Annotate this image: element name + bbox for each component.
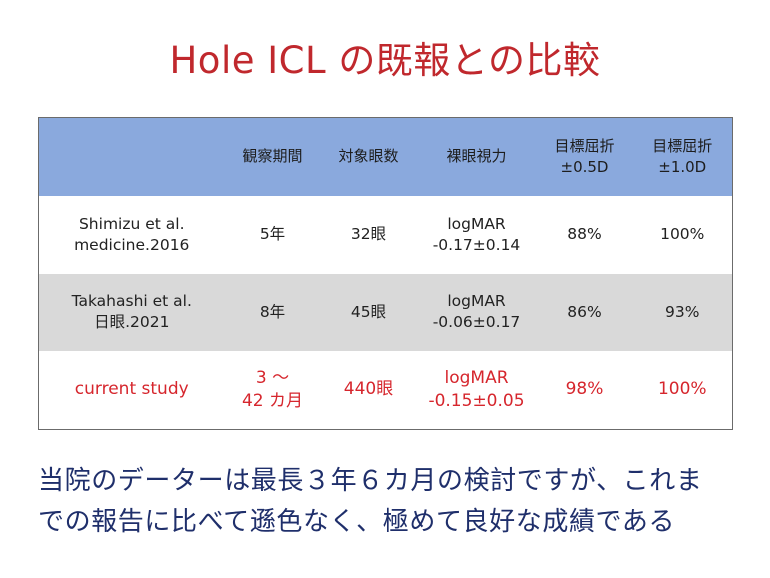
- study-cell: Takahashi et al. 日眼.2021: [71, 292, 192, 331]
- within-10d-cell: 93%: [665, 302, 700, 321]
- ucva-cell: logMAR -0.15±0.05: [428, 367, 525, 411]
- header-cell-empty: [39, 118, 225, 196]
- table-row: Takahashi et al. 日眼.2021 8年 45眼 logMAR -0.…: [38, 273, 733, 351]
- header-target-refraction-05: 目標屈折 ±0.5D: [554, 136, 615, 176]
- ucva-cell: logMAR -0.17±0.14: [432, 214, 521, 254]
- summary-line: 当院のデーターは最長３年６カ月の検討ですが、これま: [38, 466, 703, 496]
- header-eye-count: 対象眼数: [338, 147, 399, 166]
- study-cell: Shimizu et al. medicine.2016: [74, 214, 190, 254]
- period-cell: 8年: [259, 302, 286, 321]
- table-header-row: 観察期間 対象眼数 裸眼視力 目標屈折 ±0.5D 目標屈折 ±1.0D: [38, 117, 733, 196]
- eyes-cell: 32眼: [350, 225, 387, 243]
- slide-title: Hole ICL の既報との比較: [169, 39, 601, 82]
- within-05d-cell: 98%: [565, 379, 604, 400]
- eyes-cell: 440眼: [343, 379, 394, 400]
- header-target-refraction-10: 目標屈折 ±1.0D: [652, 136, 713, 176]
- period-cell: 5年: [259, 225, 286, 243]
- eyes-cell: 45眼: [350, 302, 387, 321]
- within-10d-cell: 100%: [657, 379, 707, 400]
- within-05d-cell: 88%: [567, 225, 602, 243]
- summary-line: での報告に比べて遜色なく、極めて良好な成績である: [38, 507, 676, 537]
- table-row: Shimizu et al. medicine.2016 5年 32眼 logMA…: [38, 195, 733, 274]
- ucva-cell: logMAR -0.06±0.17: [432, 292, 521, 331]
- comparison-table: 観察期間 対象眼数 裸眼視力 目標屈折 ±0.5D 目標屈折 ±1.0D Shimi…: [38, 117, 733, 430]
- period-cell: 3 ～ 42 カ月: [241, 367, 304, 411]
- table-row-current-study: current study 3 ～ 42 カ月 440眼 logMAR -0.15±…: [38, 350, 733, 430]
- header-uncorrected-va: 裸眼視力: [446, 147, 507, 166]
- study-cell: current study: [74, 379, 189, 400]
- header-observation-period: 観察期間: [242, 147, 303, 166]
- within-10d-cell: 100%: [660, 225, 705, 243]
- within-05d-cell: 86%: [567, 302, 602, 321]
- summary-note: 当院のデーターは最長３年６カ月の検討ですが、これま での報告に比べて遜色なく、極…: [38, 461, 738, 543]
